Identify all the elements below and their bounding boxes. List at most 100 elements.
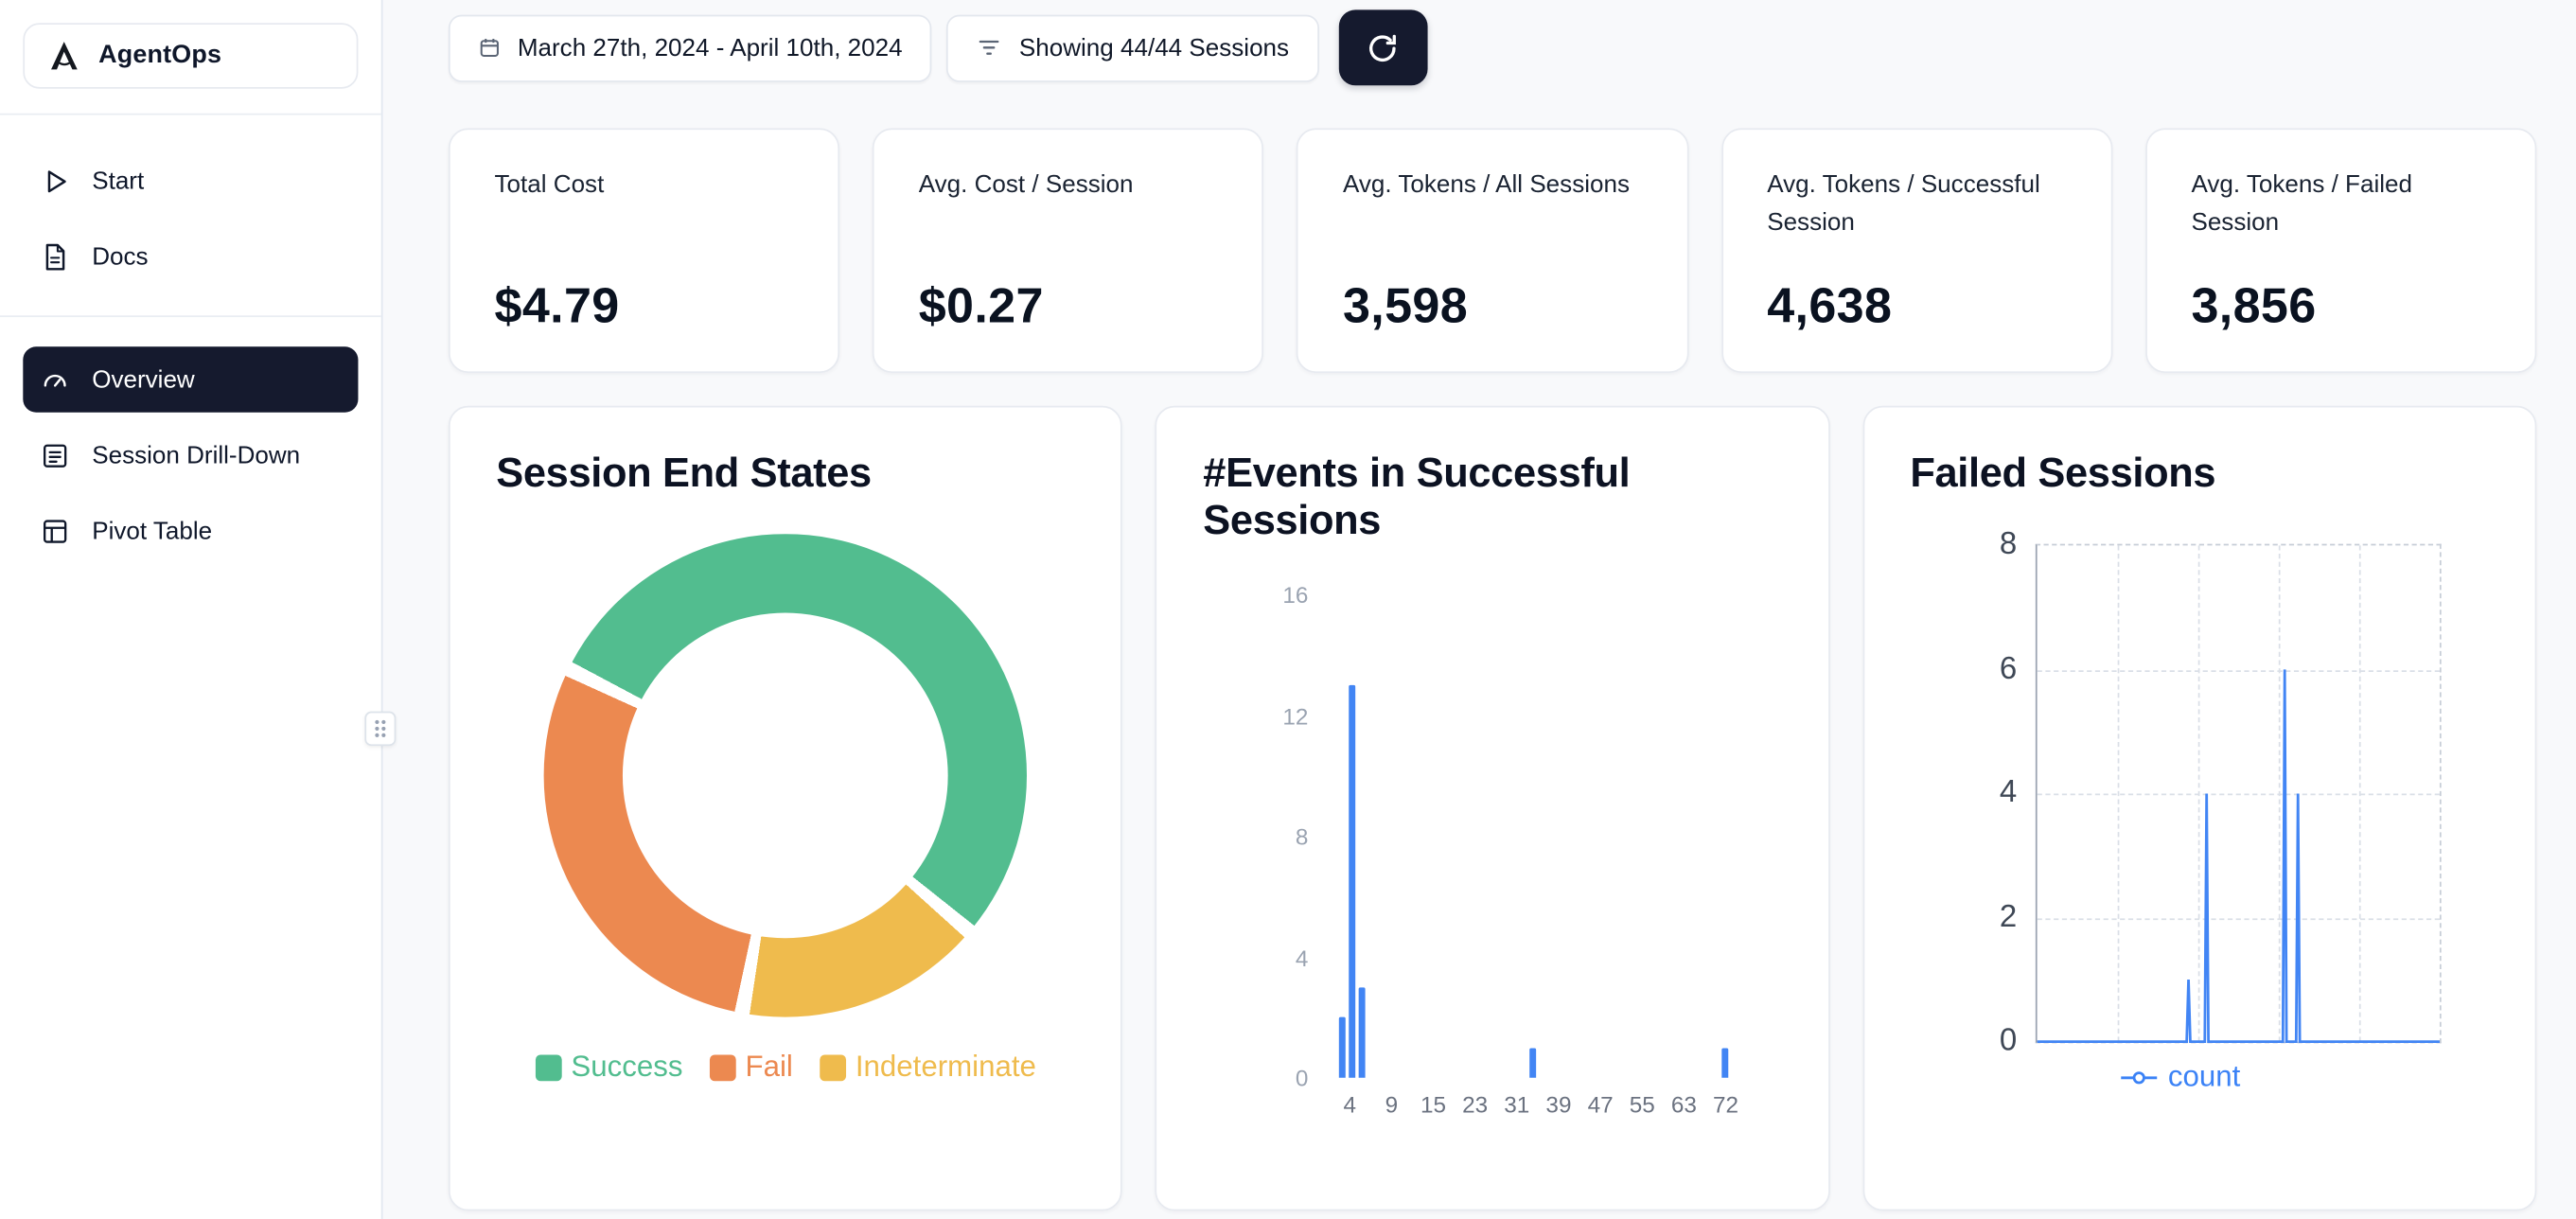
legend-label: Indeterminate	[855, 1050, 1036, 1084]
legend-swatch-success	[535, 1053, 561, 1081]
donut-wrap: Success Fail Indeterminate	[496, 498, 1075, 1085]
x-axis-tick: 9	[1385, 1090, 1399, 1118]
session-list-icon	[43, 443, 67, 468]
events-in-successful-sessions-card: #Events in Successful Sessions 16 12 8 4 0 4 9…	[1155, 405, 1830, 1211]
calendar-icon	[480, 39, 499, 57]
chart-title: Failed Sessions	[1910, 450, 2216, 497]
legend-swatch-indeterminate	[819, 1053, 846, 1081]
event-count-bar	[1358, 987, 1366, 1078]
x-axis-tick: 47	[1587, 1090, 1614, 1118]
count-legend[interactable]: count	[2120, 1059, 2489, 1094]
play-icon	[47, 169, 66, 192]
y-axis-tick: 0	[1295, 1064, 1309, 1091]
stat-label: Avg. Tokens / All Sessions	[1342, 170, 1630, 200]
agentops-logo[interactable]: AgentOps	[23, 23, 359, 89]
y-axis-tick: 4	[1295, 944, 1309, 971]
sidebar-item-label: Session Drill-Down	[92, 441, 301, 469]
y-axis-tick: 8	[1295, 822, 1309, 850]
agentops-logo-icon	[51, 42, 78, 70]
x-axis-tick: 23	[1462, 1090, 1489, 1118]
sidebar-item-session-drill-down[interactable]: Session Drill-Down	[23, 422, 358, 487]
stat-value: $0.27	[918, 279, 1044, 334]
refresh-button[interactable]	[1338, 9, 1427, 86]
y-axis-tick: 2	[1999, 899, 2018, 934]
main-content: March 27th, 2024 - April 10th, 2024 Show…	[382, 0, 2576, 1219]
sidebar-item-docs[interactable]: Docs	[23, 223, 358, 289]
session-end-states-card: Session End States Success Fail	[448, 405, 1123, 1211]
stat-value: $4.79	[494, 279, 620, 334]
stat-card-avg-cost-session: Avg. Cost / Session $0.27	[873, 128, 1264, 374]
legend-item-fail[interactable]: Fail	[709, 1050, 793, 1084]
sessions-filter-label: Showing 44/44 Sessions	[1018, 33, 1290, 62]
table-icon	[43, 519, 67, 542]
stat-value: 3,856	[2191, 279, 2317, 334]
x-axis-tick: 39	[1545, 1090, 1572, 1118]
sidebar: AgentOps Start Docs	[0, 0, 397, 1219]
failed-sessions-card: Failed Sessions 8 6 4 2 0 count	[1862, 405, 2537, 1211]
stat-card-avg-tokens-all: Avg. Tokens / All Sessions 3,598	[1297, 128, 1688, 374]
chart-title: Session End States	[496, 450, 872, 497]
sidebar-divider	[0, 113, 381, 115]
y-axis-tick: 4	[1999, 775, 2018, 810]
filter-icon	[979, 40, 1000, 55]
sidebar-nav: Start Docs Overview	[0, 148, 381, 563]
event-count-bar	[1350, 685, 1356, 1078]
x-axis-tick: 4	[1343, 1090, 1356, 1118]
gauge-icon	[44, 374, 66, 386]
sidebar-item-label: Overview	[92, 365, 195, 394]
stat-card-total-cost: Total Cost $4.79	[448, 128, 840, 374]
legend-item-success[interactable]: Success	[535, 1050, 683, 1084]
stat-label: Total Cost	[494, 170, 605, 200]
session-end-states-donut	[543, 534, 1028, 1017]
stat-label: Avg. Tokens / Failed Session	[2191, 170, 2412, 237]
legend-item-indeterminate[interactable]: Indeterminate	[819, 1050, 1036, 1084]
legend-swatch-fail	[709, 1053, 736, 1081]
date-range-button[interactable]: March 27th, 2024 - April 10th, 2024	[448, 13, 932, 81]
sidebar-item-label: Pivot Table	[92, 516, 213, 545]
count-legend-label: count	[2167, 1059, 2241, 1093]
y-axis-tick: 16	[1282, 581, 1309, 609]
event-count-bar	[1339, 1017, 1347, 1078]
refresh-icon	[1369, 33, 1397, 62]
stats-row: Total Cost $4.79 Avg. Cost / Session $0.…	[448, 128, 2537, 374]
donut-legend: Success Fail Indeterminate	[535, 1050, 1036, 1084]
x-axis-tick: 31	[1504, 1090, 1530, 1118]
sidebar-item-pivot-table[interactable]: Pivot Table	[23, 498, 358, 563]
sidebar-item-label: Docs	[92, 242, 149, 271]
y-axis-tick: 0	[1999, 1023, 2018, 1058]
stat-value: 3,598	[1342, 279, 1469, 334]
sidebar-item-label: Start	[92, 167, 145, 195]
y-axis-tick: 12	[1282, 702, 1309, 729]
legend-label: Success	[571, 1050, 683, 1084]
event-count-bar	[1529, 1047, 1537, 1078]
y-axis-tick: 6	[1999, 651, 2018, 686]
charts-row: Session End States Success Fail	[448, 405, 2537, 1211]
sidebar-item-start[interactable]: Start	[23, 148, 358, 213]
topbar: March 27th, 2024 - April 10th, 2024 Show…	[448, 9, 2536, 87]
legend-label: Fail	[745, 1050, 793, 1084]
x-axis-tick: 55	[1629, 1090, 1655, 1118]
sidebar-divider	[0, 315, 381, 318]
stat-card-avg-tokens-successful: Avg. Tokens / Successful Session 4,638	[1720, 128, 2113, 374]
stat-label: Avg. Tokens / Successful Session	[1767, 170, 2040, 237]
date-range-label: March 27th, 2024 - April 10th, 2024	[517, 33, 903, 62]
events-plot: 16 12 8 4 0 4 9 15 23 31 39 47 55 63 72	[1282, 582, 1776, 1118]
y-axis-tick: 8	[1999, 527, 2018, 562]
count-series-line	[2037, 545, 2439, 1041]
sessions-filter-button[interactable]: Showing 44/44 Sessions	[946, 13, 1319, 81]
chart-title: #Events in Successful Sessions	[1203, 450, 1631, 544]
docs-icon	[45, 242, 65, 270]
drag-dots-icon	[375, 719, 386, 737]
stat-label: Avg. Cost / Session	[918, 170, 1134, 200]
line-marker-icon	[2120, 1070, 2157, 1084]
stat-card-avg-tokens-failed: Avg. Tokens / Failed Session 3,856	[2144, 128, 2537, 374]
sidebar-item-overview[interactable]: Overview	[23, 346, 359, 413]
sidebar-resize-handle[interactable]	[364, 711, 397, 747]
x-axis-tick: 72	[1713, 1090, 1739, 1118]
gridline	[2037, 793, 2440, 796]
gridline	[2037, 669, 2440, 672]
x-axis-tick: 63	[1670, 1090, 1697, 1118]
stat-value: 4,638	[1767, 279, 1893, 334]
x-axis-tick: 15	[1420, 1090, 1447, 1118]
